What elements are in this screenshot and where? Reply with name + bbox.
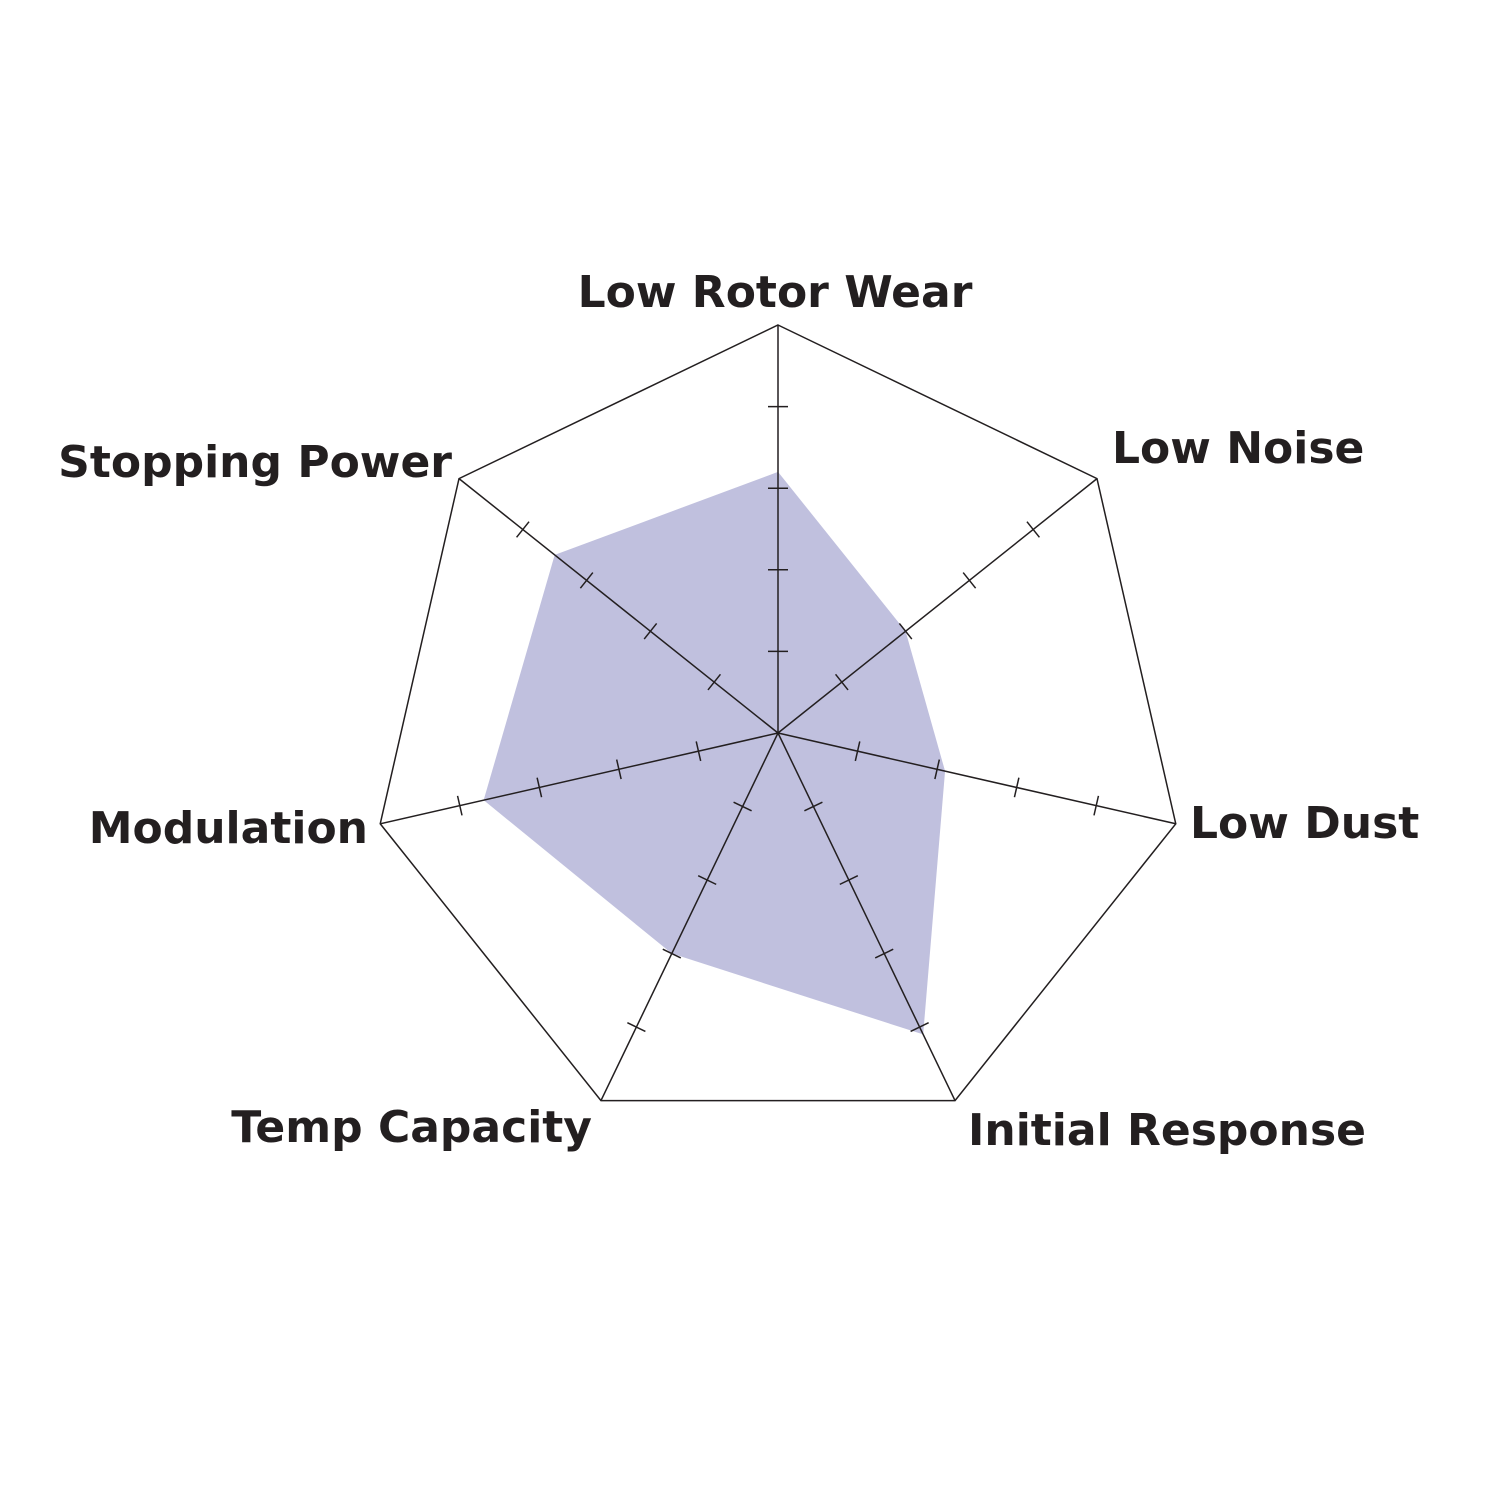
- axis-label: Low Rotor Wear: [578, 267, 973, 318]
- axis-tick: [839, 875, 859, 886]
- axis-label: Low Dust: [1190, 798, 1419, 849]
- outer-frame: [379, 324, 1177, 1102]
- axis-label: Initial Response: [968, 1105, 1366, 1156]
- axis-tick: [695, 741, 702, 762]
- axis-tick: [615, 759, 622, 780]
- axis-tick: [1093, 795, 1100, 816]
- axis-tick: [579, 572, 594, 589]
- axis-tick: [662, 948, 682, 959]
- axis-tick: [515, 521, 530, 538]
- axis-label: Stopping Power: [58, 437, 452, 488]
- axis-tick: [643, 622, 658, 640]
- axis-line: [458, 478, 779, 734]
- axis-line: [777, 732, 956, 1101]
- axis-line: [380, 732, 779, 825]
- axis-tick: [854, 741, 861, 762]
- data-area: [483, 471, 946, 1035]
- axis-label: Temp Capacity: [231, 1102, 592, 1153]
- axis-tick: [1026, 521, 1041, 538]
- axis-line: [777, 732, 1176, 825]
- axis-line: [600, 732, 779, 1101]
- axis-tick: [962, 572, 977, 589]
- axis-tick: [707, 673, 722, 691]
- axis-tick: [1013, 777, 1020, 798]
- axis-line: [777, 478, 1098, 734]
- axis-tick: [898, 622, 913, 640]
- axis-tick: [834, 673, 849, 691]
- axis-tick: [733, 801, 752, 812]
- axis-tick: [456, 795, 463, 816]
- axis-tick: [627, 1022, 646, 1033]
- axis-tick: [804, 801, 823, 812]
- axis-label: Low Noise: [1112, 423, 1364, 474]
- axis-tick: [934, 759, 941, 780]
- axis-tick: [874, 948, 894, 959]
- axis-tick: [697, 875, 717, 886]
- axis-tick: [536, 777, 543, 798]
- axis-label: Modulation: [89, 803, 368, 854]
- axis-tick: [910, 1022, 929, 1033]
